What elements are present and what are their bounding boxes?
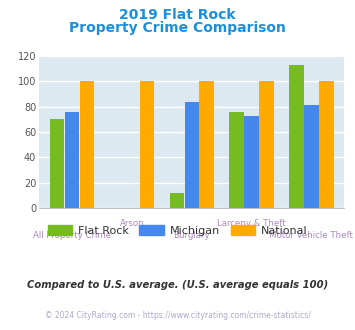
Bar xyxy=(65,112,79,208)
Bar xyxy=(244,115,259,208)
Bar xyxy=(260,82,274,208)
Text: Burglary: Burglary xyxy=(173,231,210,240)
Bar xyxy=(80,82,94,208)
Text: Property Crime Comparison: Property Crime Comparison xyxy=(69,21,286,35)
Bar xyxy=(229,112,244,208)
Text: Larceny & Theft: Larceny & Theft xyxy=(217,219,286,228)
Bar xyxy=(304,105,318,208)
Bar xyxy=(185,102,199,208)
Text: © 2024 CityRating.com - https://www.cityrating.com/crime-statistics/: © 2024 CityRating.com - https://www.city… xyxy=(45,311,310,320)
Bar xyxy=(289,65,304,208)
Bar xyxy=(319,82,334,208)
Bar xyxy=(50,119,64,208)
Text: Compared to U.S. average. (U.S. average equals 100): Compared to U.S. average. (U.S. average … xyxy=(27,280,328,290)
Bar xyxy=(200,82,214,208)
Bar xyxy=(140,82,154,208)
Legend: Flat Rock, Michigan, National: Flat Rock, Michigan, National xyxy=(43,221,312,240)
Text: Motor Vehicle Theft: Motor Vehicle Theft xyxy=(269,231,353,240)
Text: Arson: Arson xyxy=(120,219,144,228)
Text: 2019 Flat Rock: 2019 Flat Rock xyxy=(119,8,236,22)
Text: All Property Crime: All Property Crime xyxy=(33,231,111,240)
Bar xyxy=(170,193,184,208)
